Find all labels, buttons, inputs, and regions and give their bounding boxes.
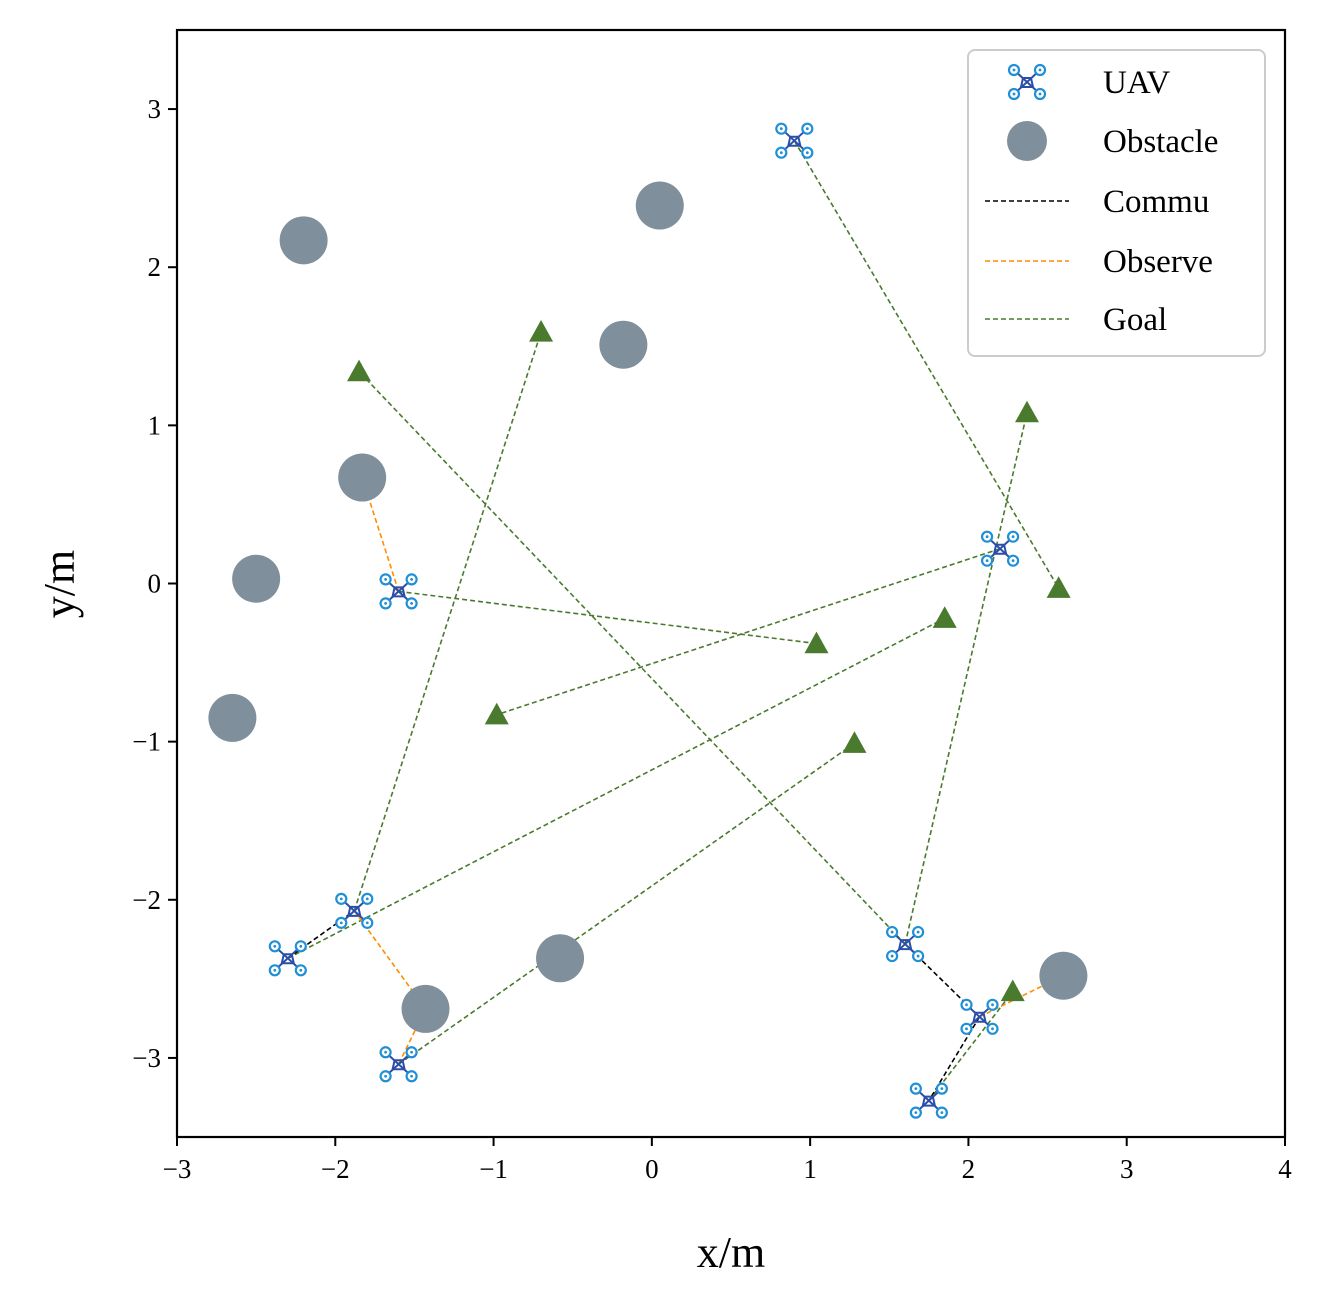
goal-point-5 [804, 631, 829, 654]
y-axis-ticks: −3 −2 −1 0 1 2 3 [132, 94, 177, 1073]
goal-line-3 [353, 331, 542, 912]
legend-entry-2: Commu [985, 184, 1209, 220]
y-tick-label-5: 2 [148, 252, 162, 282]
y-tick-label-4: 1 [148, 410, 162, 440]
legend-label-3: Observe [1103, 244, 1213, 280]
uav-point-3 [335, 892, 374, 929]
goal-point-8 [1000, 979, 1025, 1002]
legend: UAV Obstacle Commu Observe Goal [967, 49, 1266, 357]
obstacle-point-8 [1039, 951, 1088, 1000]
x-axis-ticks: −3 −2 −1 0 1 2 3 4 [163, 1137, 1292, 1184]
y-tick-label-6: 3 [148, 94, 162, 124]
goal-line-2 [398, 590, 817, 645]
obstacle-point-0 [279, 216, 328, 265]
x-tick-label-1: −2 [321, 1154, 350, 1184]
goal-point-6 [484, 702, 509, 725]
x-tick-label-7: 4 [1278, 1154, 1292, 1184]
x-tick-label-5: 2 [962, 1154, 976, 1184]
goal-point-0 [347, 359, 372, 382]
y-tick-label-0: −3 [132, 1043, 161, 1073]
obstacle-point-7 [401, 984, 450, 1033]
legend-entry-4: Goal [985, 302, 1167, 338]
goals-layer [347, 320, 1071, 1002]
y-axis-label: y/m [35, 550, 84, 618]
goal-line-6 [358, 371, 906, 945]
goal-point-3 [1046, 576, 1071, 598]
x-axis-label: x/m [697, 1228, 765, 1277]
uav-point-2 [379, 573, 418, 610]
obstacle-point-4 [232, 554, 281, 603]
x-tick-label-0: −3 [163, 1154, 192, 1184]
y-tick-label-3: 0 [148, 569, 162, 599]
x-tick-label-6: 3 [1120, 1154, 1134, 1184]
obstacle-point-1 [635, 181, 684, 230]
goal-point-1 [529, 320, 554, 342]
y-tick-label-1: −2 [132, 885, 161, 915]
legend-obstacle-icon [1007, 121, 1047, 161]
goal-line-1 [496, 547, 1001, 716]
uav-point-0 [775, 122, 814, 159]
legend-entry-3: Observe [985, 244, 1213, 280]
uav-point-4 [268, 940, 307, 977]
goal-point-2 [1014, 400, 1039, 423]
x-tick-label-3: 0 [645, 1154, 659, 1184]
uavs-layer [268, 122, 1020, 1119]
uav-point-5 [379, 1046, 418, 1083]
obstacle-point-2 [599, 320, 648, 369]
goal-line-8 [928, 991, 1014, 1102]
goal-line-0 [793, 140, 1060, 589]
goal-line-5 [398, 742, 855, 1065]
obstacles-layer [208, 181, 1088, 1033]
legend-label-2: Commu [1103, 184, 1209, 220]
legend-label-0: UAV [1103, 65, 1170, 101]
uav-point-8 [909, 1082, 948, 1119]
goal-line-4 [287, 617, 946, 960]
obstacle-point-5 [208, 693, 257, 742]
legend-entry-1: Obstacle [1007, 121, 1218, 161]
uav-point-7 [960, 998, 999, 1035]
y-tick-label-2: −1 [132, 727, 161, 757]
legend-label-1: Obstacle [1103, 124, 1218, 160]
x-tick-label-4: 1 [803, 1154, 817, 1184]
legend-entry-0: UAV [1007, 63, 1170, 101]
legend-label-4: Goal [1103, 302, 1167, 338]
uav-point-1 [980, 530, 1020, 567]
goal-point-7 [842, 731, 867, 753]
goal-line-7 [904, 412, 1028, 945]
uav-point-6 [886, 925, 925, 963]
obstacle-point-6 [536, 934, 585, 983]
obstacle-point-3 [338, 453, 387, 502]
x-tick-label-2: −1 [479, 1154, 508, 1184]
legend-box [967, 49, 1266, 357]
goal-point-4 [932, 606, 957, 628]
